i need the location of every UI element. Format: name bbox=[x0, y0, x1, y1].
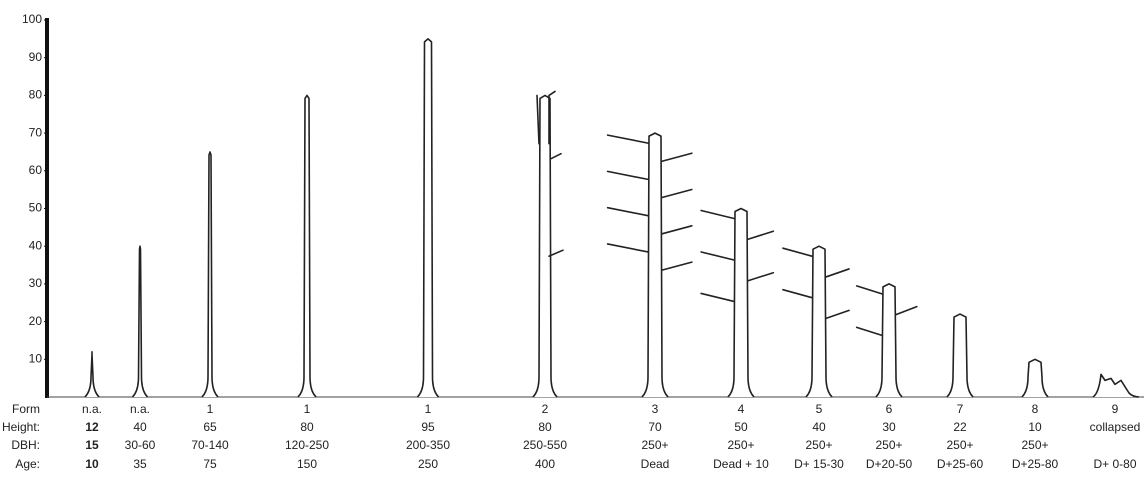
trunk bbox=[727, 207, 755, 398]
dead-branches bbox=[782, 247, 850, 320]
y-tick-label: 30 bbox=[29, 276, 43, 290]
row-label: Age: bbox=[15, 457, 40, 471]
cell-dbh: 250+ bbox=[1021, 438, 1048, 452]
cell-form: 5 bbox=[816, 402, 823, 416]
cell-form: 1 bbox=[207, 402, 214, 416]
cell-age: 400 bbox=[535, 457, 555, 471]
cell-age: 150 bbox=[297, 457, 317, 471]
cell-age: D+ 15-30 bbox=[794, 457, 844, 471]
cell-form: 4 bbox=[738, 402, 745, 416]
cell-dbh: 70-140 bbox=[191, 438, 229, 452]
cell-dbh: 250+ bbox=[727, 438, 754, 452]
y-tick-label: 50 bbox=[29, 201, 43, 215]
cell-age: 75 bbox=[203, 457, 217, 471]
cell-height: 40 bbox=[133, 420, 147, 434]
cell-height: 10 bbox=[1028, 420, 1042, 434]
cell-height: 80 bbox=[300, 420, 314, 434]
trunk bbox=[641, 132, 669, 398]
cell-dbh: 250+ bbox=[805, 438, 832, 452]
cell-form: 6 bbox=[886, 402, 893, 416]
cell-dbh: 250+ bbox=[946, 438, 973, 452]
cell-form: 1 bbox=[425, 402, 432, 416]
cell-dbh: 120-250 bbox=[285, 438, 329, 452]
cell-height: 50 bbox=[734, 420, 748, 434]
trunk bbox=[297, 94, 317, 398]
cell-age: D+25-80 bbox=[1012, 457, 1059, 471]
cell-form: 8 bbox=[1032, 402, 1039, 416]
tree bbox=[416, 38, 440, 398]
cell-dbh: 250+ bbox=[875, 438, 902, 452]
cell-height: 22 bbox=[953, 420, 967, 434]
cell-age: Dead + 10 bbox=[713, 457, 769, 471]
tree bbox=[855, 283, 918, 398]
tree bbox=[946, 313, 974, 398]
cell-height: 30 bbox=[882, 420, 896, 434]
trunk bbox=[84, 350, 100, 398]
y-tick-label: 20 bbox=[29, 314, 43, 328]
cell-height: 95 bbox=[421, 420, 435, 434]
dead-top bbox=[536, 90, 564, 257]
cell-height: 12 bbox=[85, 420, 99, 434]
cell-age: 10 bbox=[85, 457, 99, 471]
row-label: Form bbox=[12, 402, 40, 416]
cell-dbh: 200-350 bbox=[406, 438, 450, 452]
cell-form: 3 bbox=[652, 402, 659, 416]
tree bbox=[131, 245, 149, 398]
row-label: DBH: bbox=[11, 438, 40, 452]
cell-age: 35 bbox=[133, 457, 147, 471]
cell-form: n.a. bbox=[82, 402, 102, 416]
cell-form: n.a. bbox=[130, 402, 150, 416]
cell-age: D+20-50 bbox=[866, 457, 913, 471]
cell-height: 40 bbox=[812, 420, 826, 434]
tree bbox=[84, 350, 100, 398]
y-tick-label: 70 bbox=[29, 125, 43, 139]
trunk bbox=[875, 283, 903, 398]
cell-age: D+ 0-80 bbox=[1093, 457, 1136, 471]
cell-height: 70 bbox=[648, 420, 662, 434]
cell-age: D+25-60 bbox=[937, 457, 984, 471]
cell-age: 250 bbox=[418, 457, 438, 471]
cell-height: 80 bbox=[538, 420, 552, 434]
y-tick-label: 80 bbox=[29, 88, 43, 102]
tree bbox=[606, 132, 693, 398]
cell-dbh: 250+ bbox=[641, 438, 668, 452]
dead-branches bbox=[855, 285, 918, 337]
row-label: Height: bbox=[2, 420, 40, 434]
cell-age: Dead bbox=[641, 457, 670, 471]
tree bbox=[297, 94, 317, 398]
cell-form: 1 bbox=[304, 402, 311, 416]
tree bbox=[1092, 373, 1140, 398]
tree bbox=[782, 245, 850, 398]
y-tick-label: 60 bbox=[29, 163, 43, 177]
trunk bbox=[1021, 358, 1049, 398]
collapsed-stump bbox=[1092, 373, 1140, 398]
y-tick-label: 40 bbox=[29, 238, 43, 252]
trunk bbox=[946, 313, 974, 398]
cell-dbh: 30-60 bbox=[125, 438, 156, 452]
cell-height: 65 bbox=[203, 420, 217, 434]
trunk bbox=[532, 94, 558, 398]
dead-branches bbox=[700, 209, 775, 303]
tree bbox=[700, 207, 775, 398]
cell-form: 7 bbox=[957, 402, 964, 416]
cell-form: 9 bbox=[1112, 402, 1119, 416]
y-tick-label: 10 bbox=[29, 351, 43, 365]
dead-branches bbox=[606, 134, 693, 271]
trunk bbox=[416, 38, 440, 398]
y-tick-label: 90 bbox=[29, 50, 43, 64]
cell-height: collapsed bbox=[1090, 420, 1141, 434]
tree bbox=[532, 90, 564, 398]
tree bbox=[1021, 358, 1049, 398]
trunk bbox=[201, 151, 219, 398]
tree bbox=[201, 151, 219, 398]
trunk bbox=[131, 245, 149, 398]
cell-dbh: 15 bbox=[85, 438, 99, 452]
cell-form: 2 bbox=[542, 402, 549, 416]
cell-dbh: 250-550 bbox=[523, 438, 567, 452]
trunk bbox=[805, 245, 833, 398]
y-tick-label: 100 bbox=[22, 12, 42, 26]
